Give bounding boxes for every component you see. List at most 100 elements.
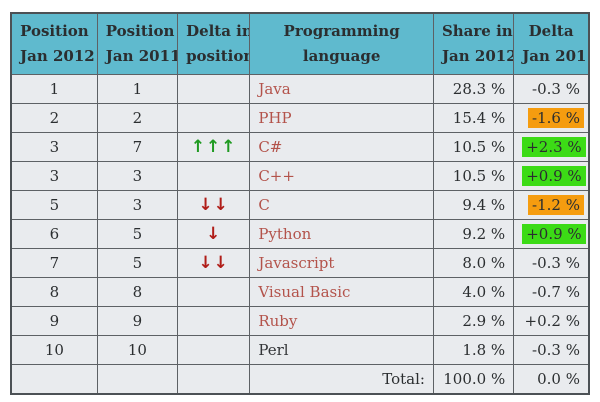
language-link[interactable]: Javascript <box>258 254 335 272</box>
header-line: Programming <box>283 21 400 40</box>
share-cell: 4.0 % <box>432 277 515 307</box>
header-line: Jan 2011 <box>522 47 588 65</box>
table-row: 10 10 Perl 1.8 % -0.3 % <box>10 335 590 365</box>
delta-position-cell: ↓ <box>177 219 251 249</box>
language-cell: PHP <box>249 103 434 133</box>
delta-value: +0.9 % <box>522 166 586 186</box>
delta-value: +0.2 % <box>524 312 580 330</box>
position-2012-cell: 7 <box>10 248 98 278</box>
header-line: Jan 2011 <box>105 47 178 65</box>
table-row: 3 7 ↑↑↑ C# 10.5 % +2.3 % <box>10 132 590 162</box>
language-link[interactable]: Visual Basic <box>258 283 351 301</box>
position-2011-cell: 5 <box>96 219 179 249</box>
share-cell: 9.4 % <box>432 190 515 220</box>
share-cell: 8.0 % <box>432 248 515 278</box>
table-row: 7 5 ↓↓ Javascript 8.0 % -0.3 % <box>10 248 590 278</box>
language-link[interactable]: Python <box>258 225 312 243</box>
share-cell: 10.5 % <box>432 161 515 191</box>
language-cell: Python <box>249 219 434 249</box>
position-2011-cell: 1 <box>96 74 179 104</box>
position-2012-cell: 6 <box>10 219 98 249</box>
share-cell: 2.9 % <box>432 306 515 336</box>
header-line: Position <box>20 21 89 40</box>
position-2012-cell: 3 <box>10 161 98 191</box>
table-row: 6 5 ↓ Python 9.2 % +0.9 % <box>10 219 590 249</box>
position-2012-cell: 10 <box>10 335 98 365</box>
language-link[interactable]: Ruby <box>258 312 298 330</box>
delta-position-cell <box>177 306 251 336</box>
header-line: Delta <box>528 21 574 40</box>
total-delta-cell: 0.0 % <box>513 364 590 395</box>
delta-cell: -1.6 % <box>513 103 590 133</box>
position-2012-cell: 3 <box>10 132 98 162</box>
delta-cell: -0.3 % <box>513 248 590 278</box>
position-2011-cell <box>96 364 179 395</box>
position-2012-cell: 9 <box>10 306 98 336</box>
total-share-cell: 100.0 % <box>432 364 515 395</box>
delta-position-cell <box>177 364 251 395</box>
language-link[interactable]: Java <box>258 80 291 98</box>
language-link[interactable]: Perl <box>258 341 289 359</box>
table-row: 5 3 ↓↓ C 9.4 % -1.2 % <box>10 190 590 220</box>
delta-position-cell <box>177 335 251 365</box>
position-2012-cell: 5 <box>10 190 98 220</box>
position-2012-cell: 2 <box>10 103 98 133</box>
position-2011-cell: 5 <box>96 248 179 278</box>
language-cell: Java <box>249 74 434 104</box>
table-row: 2 2 PHP 15.4 % -1.6 % <box>10 103 590 133</box>
delta-cell: +0.9 % <box>513 219 590 249</box>
language-link[interactable]: C# <box>258 138 283 156</box>
header-line: Delta in <box>186 21 250 40</box>
position-2011-cell: 7 <box>96 132 179 162</box>
trend-arrows-icon: ↓↓ <box>198 195 229 215</box>
header-position-2011: Position Jan 2011 <box>96 12 179 75</box>
delta-value: +2.3 % <box>522 137 586 157</box>
language-cell: Visual Basic <box>249 277 434 307</box>
share-cell: 28.3 % <box>432 74 515 104</box>
header-delta-2011: Delta Jan 2011 <box>513 12 590 75</box>
delta-value: -1.2 % <box>528 195 584 215</box>
table-row: 9 9 Ruby 2.9 % +0.2 % <box>10 306 590 336</box>
delta-position-cell <box>177 74 251 104</box>
delta-position-cell <box>177 103 251 133</box>
delta-value: -0.3 % <box>532 80 580 98</box>
trend-arrows-icon: ↓ <box>206 224 222 244</box>
share-cell: 15.4 % <box>432 103 515 133</box>
delta-position-cell <box>177 277 251 307</box>
delta-cell: +0.9 % <box>513 161 590 191</box>
language-link[interactable]: C++ <box>258 167 295 185</box>
delta-position-cell: ↓↓ <box>177 190 251 220</box>
delta-position-cell <box>177 161 251 191</box>
delta-cell: +0.2 % <box>513 306 590 336</box>
language-link[interactable]: C <box>258 196 270 214</box>
delta-value: +0.9 % <box>522 224 586 244</box>
position-2011-cell: 9 <box>96 306 179 336</box>
language-cell: Javascript <box>249 248 434 278</box>
delta-cell: +2.3 % <box>513 132 590 162</box>
header-row: Position Jan 2012 Position Jan 2011 Delta … <box>10 12 590 75</box>
header-position-2012: Position Jan 2012 <box>10 12 98 75</box>
table-header: Position Jan 2012 Position Jan 2011 Delta … <box>10 12 590 75</box>
position-2011-cell: 3 <box>96 161 179 191</box>
header-line: Position <box>105 21 175 40</box>
language-ranking-table: Position Jan 2012 Position Jan 2011 Delta … <box>10 12 590 395</box>
header-line: Jan 2012 <box>441 47 514 65</box>
delta-value: -0.7 % <box>532 283 580 301</box>
delta-value: -0.3 % <box>532 341 580 359</box>
delta-position-cell: ↑↑↑ <box>177 132 251 162</box>
table-row: 3 3 C++ 10.5 % +0.9 % <box>10 161 590 191</box>
header-line: language <box>302 47 381 65</box>
header-share-2012: Share in Jan 2012 <box>432 12 515 75</box>
delta-cell: -1.2 % <box>513 190 590 220</box>
share-cell: 9.2 % <box>432 219 515 249</box>
delta-value: -1.6 % <box>528 108 584 128</box>
table-row: 8 8 Visual Basic 4.0 % -0.7 % <box>10 277 590 307</box>
position-2011-cell: 3 <box>96 190 179 220</box>
table-body: 1 1 Java 28.3 % -0.3 % 2 2 PHP 15.4 % -1… <box>10 74 590 395</box>
language-link[interactable]: PHP <box>258 109 292 127</box>
delta-value: -0.3 % <box>532 254 580 272</box>
trend-arrows-icon: ↑↑↑ <box>190 137 237 157</box>
share-cell: 10.5 % <box>432 132 515 162</box>
share-cell: 1.8 % <box>432 335 515 365</box>
